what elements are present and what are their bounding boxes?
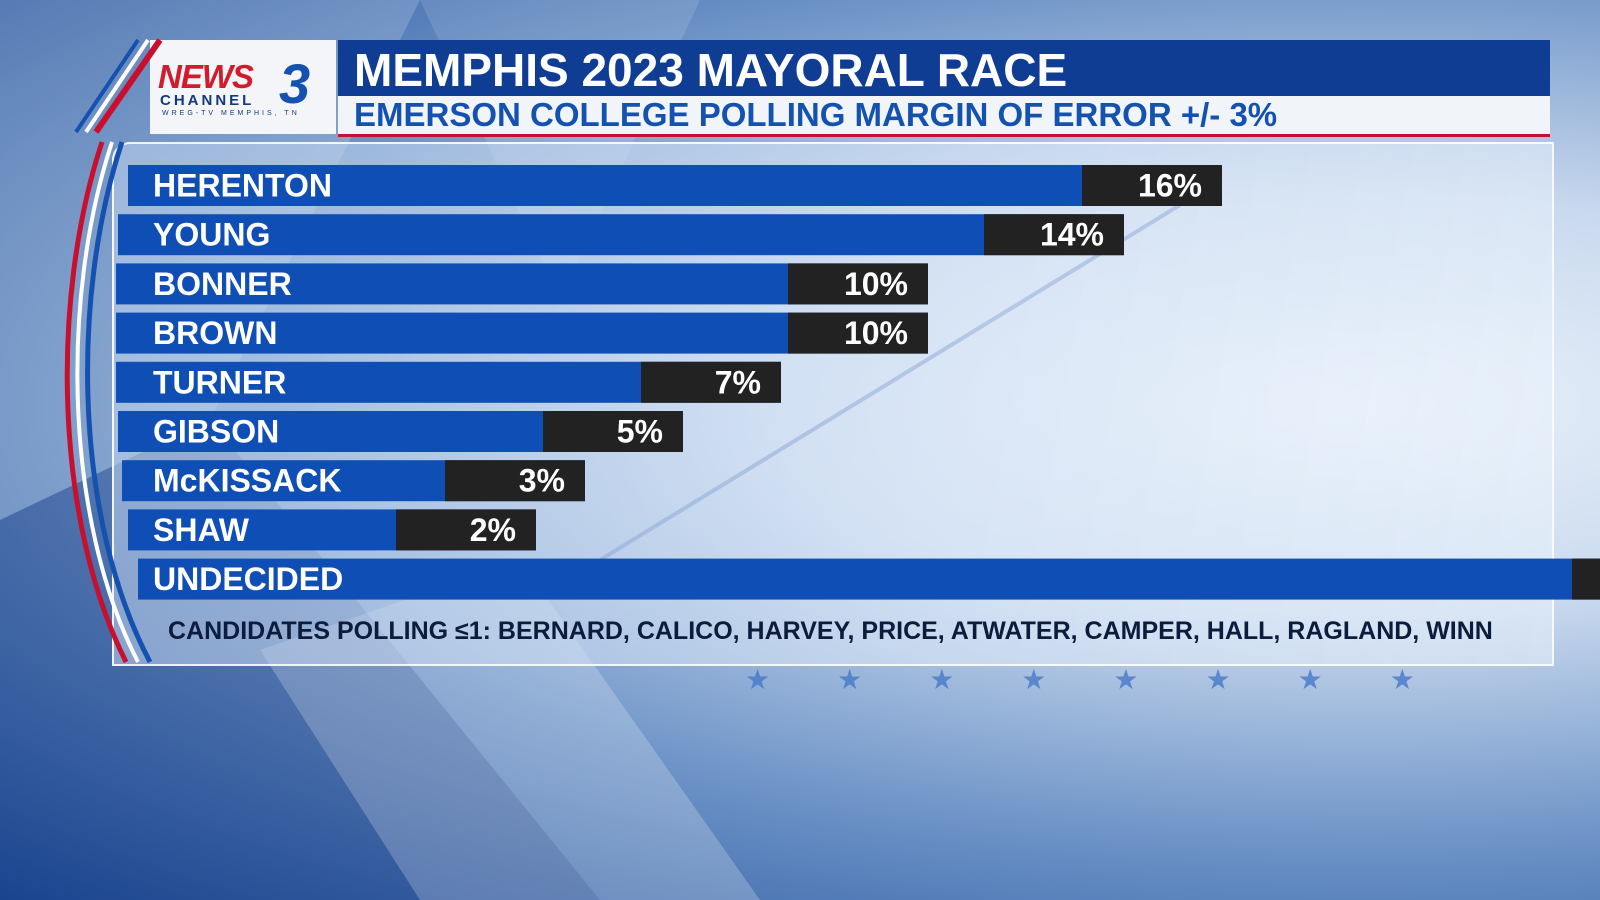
logo-city-text: WREG-TV MEMPHIS, TN bbox=[162, 110, 300, 117]
logo-number: 3 bbox=[279, 52, 311, 115]
header-bar bbox=[338, 40, 1550, 96]
category-label: SHAW bbox=[153, 512, 250, 548]
data-label: 10% bbox=[844, 315, 908, 351]
value-box-shaw bbox=[396, 509, 536, 551]
value-box-turner bbox=[641, 361, 781, 403]
value-box-mckissack bbox=[445, 460, 585, 502]
star-row-decoration: ★★★★★★★★ bbox=[745, 664, 1482, 695]
category-label: HERENTON bbox=[153, 168, 332, 204]
data-label: 14% bbox=[1040, 217, 1104, 253]
category-label: BROWN bbox=[153, 315, 277, 351]
data-label: 3% bbox=[519, 463, 565, 499]
station-logo bbox=[150, 40, 336, 134]
data-label: 7% bbox=[715, 364, 761, 400]
data-label: 5% bbox=[617, 414, 663, 450]
category-label: TURNER bbox=[153, 364, 286, 400]
value-box-herenton bbox=[1082, 165, 1222, 206]
logo-channel-text: CHANNEL bbox=[160, 92, 255, 109]
page-title: MEMPHIS 2023 MAYORAL RACE bbox=[354, 44, 1068, 96]
value-box-undecided bbox=[1572, 558, 1600, 600]
page-subtitle: EMERSON COLLEGE POLLING MARGIN OF ERROR … bbox=[354, 96, 1278, 133]
data-label: 10% bbox=[844, 266, 908, 302]
value-box-bonner bbox=[788, 263, 928, 305]
value-box-gibson bbox=[543, 411, 683, 452]
logo-news-text: NEWS bbox=[158, 58, 254, 95]
value-box-young bbox=[984, 214, 1124, 256]
bar-herenton bbox=[128, 165, 1222, 206]
bars-group: HERENTON 16% YOUNG 14% BONNER 10% BROWN 10% TURN… bbox=[116, 165, 1600, 600]
category-label: McKISSACK bbox=[153, 463, 341, 499]
data-label: 16% bbox=[1138, 168, 1202, 204]
accent-stripes bbox=[64, 38, 163, 664]
category-label: UNDECIDED bbox=[153, 561, 343, 597]
bar-young bbox=[118, 214, 1124, 256]
data-label: 2% bbox=[470, 512, 516, 548]
category-label: YOUNG bbox=[153, 217, 270, 253]
category-label: BONNER bbox=[153, 266, 292, 302]
category-label: GIBSON bbox=[153, 414, 279, 450]
value-box-brown bbox=[788, 312, 928, 354]
footnote: CANDIDATES POLLING ≤1: BERNARD, CALICO, … bbox=[168, 617, 1493, 645]
bar-undecided bbox=[138, 558, 1600, 600]
subtitle-bar bbox=[338, 96, 1550, 137]
